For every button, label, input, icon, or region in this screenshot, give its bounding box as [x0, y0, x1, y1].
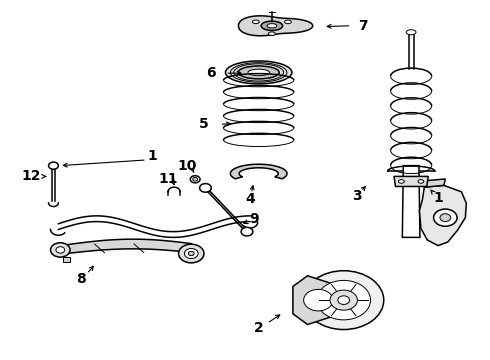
- Ellipse shape: [184, 248, 198, 258]
- Ellipse shape: [199, 184, 211, 192]
- Ellipse shape: [338, 296, 349, 305]
- Text: 1: 1: [147, 149, 157, 163]
- Ellipse shape: [440, 214, 451, 222]
- Ellipse shape: [190, 176, 200, 183]
- Polygon shape: [419, 185, 466, 246]
- Ellipse shape: [304, 271, 384, 329]
- Ellipse shape: [317, 280, 370, 320]
- Text: 11: 11: [158, 172, 177, 185]
- Ellipse shape: [398, 180, 404, 183]
- Polygon shape: [63, 257, 70, 262]
- Ellipse shape: [434, 209, 457, 226]
- Text: 8: 8: [76, 271, 86, 285]
- Ellipse shape: [188, 251, 194, 256]
- Polygon shape: [424, 179, 445, 187]
- Text: 1: 1: [433, 191, 443, 205]
- Text: 7: 7: [358, 19, 368, 33]
- Ellipse shape: [241, 227, 253, 236]
- Ellipse shape: [248, 69, 270, 76]
- Ellipse shape: [330, 290, 357, 310]
- Polygon shape: [394, 176, 428, 186]
- Polygon shape: [239, 16, 313, 36]
- Polygon shape: [402, 166, 420, 237]
- Ellipse shape: [285, 20, 292, 24]
- Text: 12: 12: [21, 170, 41, 183]
- Text: 10: 10: [178, 159, 197, 174]
- Ellipse shape: [406, 30, 416, 35]
- Polygon shape: [60, 239, 191, 254]
- Ellipse shape: [269, 32, 275, 36]
- Polygon shape: [293, 276, 343, 324]
- Ellipse shape: [50, 243, 70, 257]
- Ellipse shape: [225, 61, 292, 84]
- Ellipse shape: [304, 289, 333, 311]
- Ellipse shape: [267, 24, 277, 28]
- Ellipse shape: [261, 21, 283, 31]
- Text: 4: 4: [245, 192, 255, 206]
- Ellipse shape: [49, 162, 58, 169]
- Text: 2: 2: [254, 321, 264, 335]
- Polygon shape: [230, 164, 287, 179]
- Ellipse shape: [56, 247, 65, 253]
- Ellipse shape: [252, 20, 259, 24]
- Ellipse shape: [193, 177, 197, 181]
- Text: 5: 5: [198, 117, 208, 131]
- Text: 6: 6: [206, 66, 216, 80]
- Text: 9: 9: [249, 212, 259, 226]
- Ellipse shape: [418, 180, 424, 183]
- Ellipse shape: [238, 66, 279, 79]
- Ellipse shape: [178, 244, 204, 263]
- Text: 3: 3: [353, 189, 362, 203]
